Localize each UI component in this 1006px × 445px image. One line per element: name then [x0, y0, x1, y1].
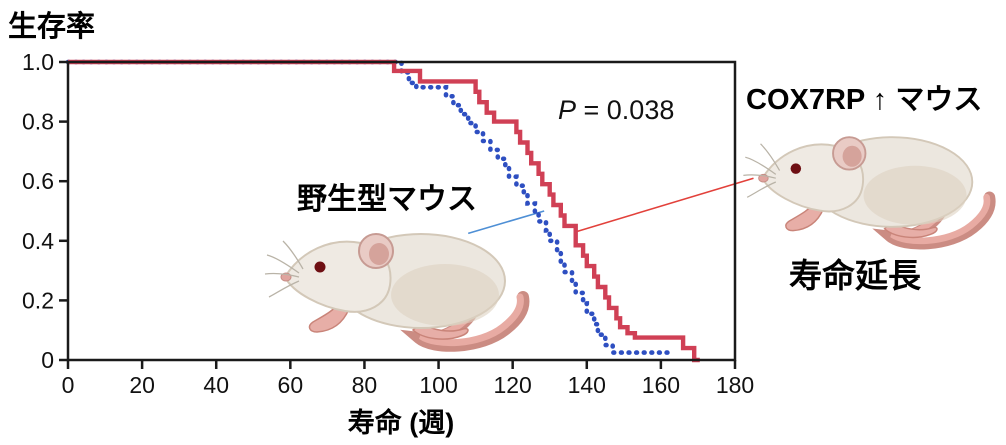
x-tick-label: 40	[203, 372, 229, 398]
cox7rp-label: COX7RP ↑ マウス	[746, 84, 983, 116]
x-tick-label: 60	[278, 372, 304, 398]
y-tick-label: 0.2	[22, 287, 54, 313]
x-tick-label: 80	[352, 372, 378, 398]
cox7rp-leader-line	[575, 177, 754, 233]
cox7rp-curve	[68, 59, 700, 363]
x-axis-title: 寿命 (週)	[347, 408, 455, 438]
wild-type-leader-line	[467, 210, 545, 235]
y-axis-title: 生存率	[8, 11, 96, 43]
wild-type-mouse-illustration	[273, 211, 533, 351]
y-tick-label: 0.6	[22, 168, 54, 194]
wild-type-label: 野生型マウス	[297, 183, 477, 216]
x-tick-label: 140	[568, 372, 606, 398]
p-value-annotation: P = 0.038	[558, 95, 674, 126]
x-tick-label: 160	[642, 372, 680, 398]
x-tick-label: 20	[129, 372, 155, 398]
p-value-text: = 0.038	[576, 95, 675, 125]
x-tick-label: 0	[62, 372, 75, 398]
y-tick-label: 0.8	[22, 109, 54, 135]
x-tick-label: 120	[493, 372, 531, 398]
wild-type-curve	[65, 59, 675, 355]
y-tick-label: 1.0	[22, 49, 54, 75]
y-tick-label: 0	[41, 347, 54, 373]
p-value-symbol: P	[558, 95, 577, 125]
cox7rp-mouse-illustration	[751, 111, 999, 253]
x-tick-label: 100	[419, 372, 457, 398]
lifespan-extension-label: 寿命延長	[789, 257, 921, 294]
y-tick-label: 0.4	[22, 228, 54, 254]
x-tick-label: 180	[716, 372, 754, 398]
plot-frame	[66, 60, 737, 362]
